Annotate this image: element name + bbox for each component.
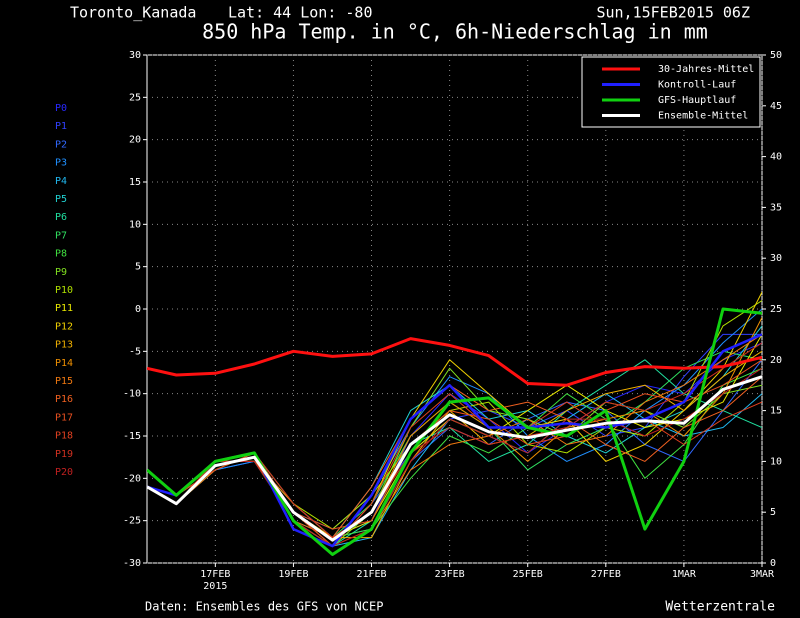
series-line [147,359,762,539]
member-legend: P17 [55,412,73,423]
chart-title: 850 hPa Temp. in °C, 6h-Niederschlag in … [202,20,708,44]
y2-tick-label: 25 [770,304,782,315]
y-tick-label: -15 [123,431,141,442]
y-tick-label: -20 [123,473,141,484]
series-line [147,308,762,530]
x-tick-label: 3MAR [750,569,775,580]
y2-tick-label: 30 [770,253,782,264]
series-line [147,375,762,542]
member-legend: P3 [55,158,67,169]
member-legend: P10 [55,285,73,296]
member-legend: P18 [55,431,73,442]
member-legend: P13 [55,340,73,351]
y-tick-label: -10 [123,389,141,400]
member-legend: P11 [55,303,73,314]
member-legend: P12 [55,321,73,332]
series-line [147,337,762,387]
x-tick-label: 17FEB [200,569,230,580]
y2-tick-label: 35 [770,202,782,213]
x-tick-label: 21FEB [356,569,386,580]
y2-tick-label: 45 [770,101,782,112]
member-legend: P9 [55,267,67,278]
member-legend: P1 [55,121,67,132]
x-tick-label: 23FEB [435,569,465,580]
member-legend: P16 [55,394,73,405]
legend-label: GFS-Hauptlauf [658,95,736,106]
legend-label: Ensemble-Mittel [658,111,748,122]
series-line [147,359,762,547]
y-tick-label: -5 [129,346,141,357]
y-tick-label: 5 [135,262,141,273]
source: Daten: Ensembles des GFS von NCEP [145,600,383,614]
y2-tick-label: 5 [770,507,776,518]
x-tick-label: 27FEB [591,569,621,580]
member-legend: P4 [55,176,67,187]
legend-label: Kontroll-Lauf [658,80,736,91]
series-line [147,307,762,556]
member-legend: P8 [55,249,67,260]
member-legend: P0 [55,103,67,114]
x-tick-label: 1MAR [672,569,697,580]
y2-tick-label: 15 [770,406,782,417]
y-tick-label: -25 [123,516,141,527]
member-legend: P15 [55,376,73,387]
y-tick-label: 15 [129,177,141,188]
year-label: 2015 [203,581,227,592]
y2-tick-label: 20 [770,355,782,366]
y-tick-label: 10 [129,219,141,230]
y-tick-label: 20 [129,135,141,146]
y2-tick-label: 40 [770,152,782,163]
y-tick-label: 30 [129,50,141,61]
member-legend: P20 [55,467,73,478]
y2-tick-label: 10 [770,456,782,467]
series-line [147,334,762,539]
brand: Wetterzentrale [665,600,775,615]
run-time: Sun,15FEB2015 06Z [596,4,750,22]
x-tick-label: 19FEB [278,569,308,580]
series-line [147,367,762,539]
series-line [147,291,762,547]
y2-tick-label: 0 [770,558,776,569]
member-legend: P2 [55,139,67,150]
y2-tick-label: 50 [770,50,782,61]
y-tick-label: 25 [129,92,141,103]
y-tick-label: -30 [123,558,141,569]
x-tick-label: 25FEB [513,569,543,580]
location: Toronto_Kanada [70,4,196,22]
series-line [147,317,762,539]
coords: Lat: 44 Lon: -80 [228,4,373,22]
member-legend: P14 [55,358,73,369]
member-legend: P7 [55,230,67,241]
member-legend: P6 [55,212,67,223]
series-line [147,359,762,530]
member-legend: P5 [55,194,67,205]
legend-label: 30-Jahres-Mittel [658,64,754,75]
member-legend: P19 [55,449,73,460]
y-tick-label: 0 [135,304,141,315]
